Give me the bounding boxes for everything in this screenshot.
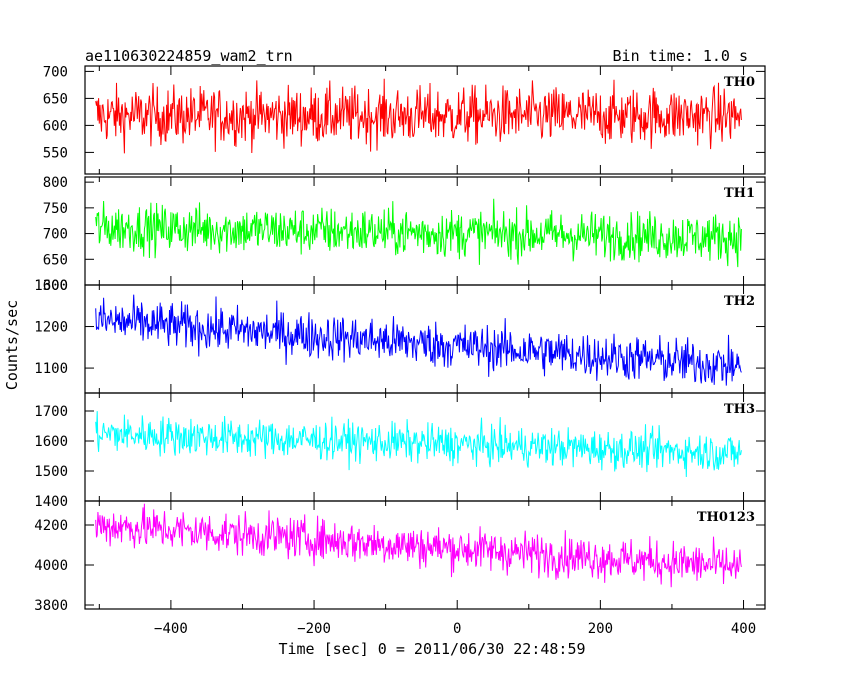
panel-th0: 550 600 650 700 TH0	[43, 64, 766, 175]
y-tick-label: 600	[43, 118, 68, 134]
panel-label: TH1	[724, 186, 755, 201]
series-line-th3	[95, 411, 742, 478]
series-line-th1	[95, 198, 742, 268]
panels-layer: 550 600 650 700 TH0 600 650 700 750 800 TH1 1100 120…	[34, 64, 766, 614]
y-tick-label: 650	[43, 252, 68, 268]
y-axis-label: Counts/sec	[3, 300, 21, 390]
series-line-th2	[95, 294, 742, 386]
x-ticks-layer: −400 −200 0 200 400	[154, 621, 756, 637]
chart-title-left: ae110630224859_wam2_trn	[85, 47, 293, 65]
y-tick-label: 4000	[34, 558, 68, 574]
y-tick-label: 600	[43, 278, 68, 294]
y-tick-label: 1400	[34, 494, 68, 510]
panel-label: TH0123	[697, 510, 755, 525]
panel-label: TH2	[724, 294, 755, 309]
chart-title-right: Bin time: 1.0 s	[613, 47, 748, 65]
y-tick-label: 3800	[34, 598, 68, 614]
x-tick-label: 0	[453, 621, 461, 637]
panel-th0123: 3800 4000 4200 TH0123	[34, 500, 766, 614]
panel-frame	[84, 500, 766, 610]
panel-th1: 600 650 700 750 800 TH1	[43, 175, 766, 294]
y-tick-label: 800	[43, 175, 68, 191]
y-tick-label: 550	[43, 145, 68, 161]
series-line-th0123	[95, 503, 742, 588]
y-tick-label: 1600	[34, 434, 68, 450]
y-tick-label: 650	[43, 91, 68, 107]
panel-th2: 1100 1200 1300 TH2	[34, 278, 766, 394]
y-tick-label: 1500	[34, 464, 68, 480]
y-tick-label: 4200	[34, 518, 68, 534]
panel-th3: 1400 1500 1600 1700 TH3	[34, 392, 766, 510]
y-tick-label: 1300	[34, 278, 68, 294]
series-line-th0	[95, 78, 742, 154]
y-tick-label: 750	[43, 201, 68, 217]
x-tick-label: 200	[588, 621, 613, 637]
x-axis-label: Time [sec] 0 = 2011/06/30 22:48:59	[278, 640, 585, 658]
panel-label: TH0	[724, 75, 755, 90]
x-tick-label: 400	[731, 621, 756, 637]
y-tick-label: 1200	[34, 320, 68, 336]
y-tick-label: 700	[43, 64, 68, 80]
y-tick-label: 700	[43, 227, 68, 243]
panel-frame	[84, 65, 766, 175]
panel-label: TH3	[724, 402, 755, 417]
y-tick-label: 1700	[34, 404, 68, 420]
x-tick-label: −400	[154, 621, 188, 637]
x-tick-label: −200	[297, 621, 331, 637]
y-tick-label: 1100	[34, 361, 68, 377]
